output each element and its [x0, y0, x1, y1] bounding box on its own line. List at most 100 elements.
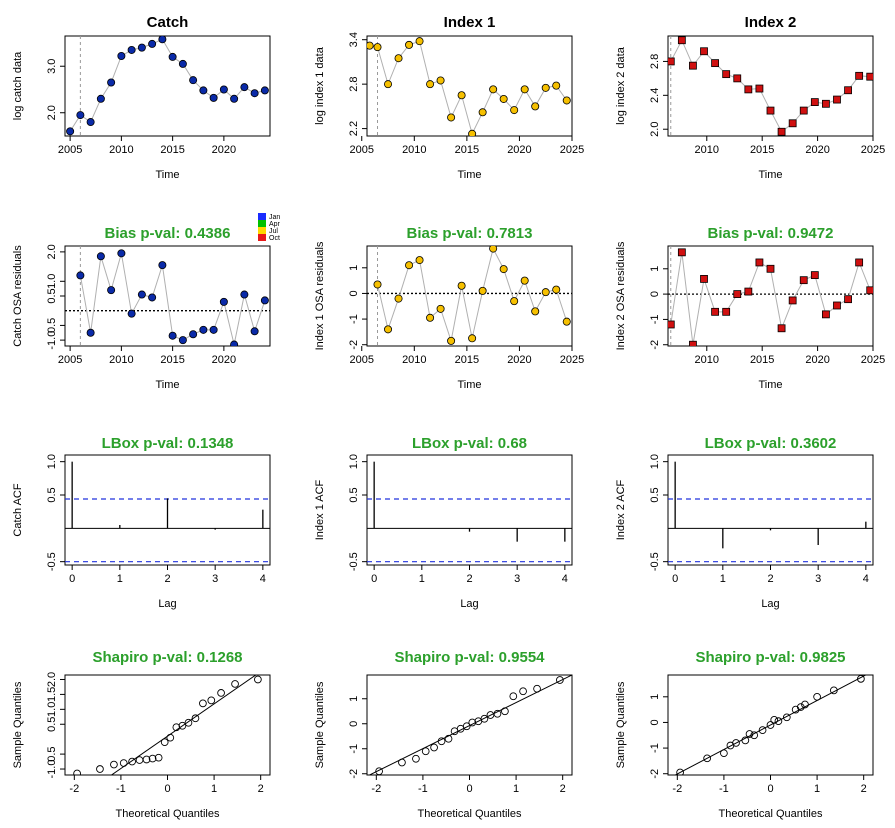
index1-log-point — [468, 129, 477, 136]
index1-log-point — [394, 54, 403, 63]
index1-log-point — [531, 102, 540, 111]
catch-osa-point — [127, 309, 136, 318]
index1-acf-title: LBox p-val: 0.68 — [412, 435, 527, 452]
catch-osa-xlabel: Time — [155, 379, 179, 391]
index2-qq-qq-point — [830, 686, 838, 695]
index1-osa-point — [510, 297, 519, 306]
index1-osa-point — [468, 334, 477, 343]
index1-osa-point — [447, 336, 456, 345]
catch-osa-point — [107, 286, 116, 295]
index2-log-point — [822, 99, 830, 108]
index2-osa-point — [689, 340, 697, 346]
catch-qq-qq-point — [254, 675, 262, 684]
index2-log-ytick-label: 2.0 — [649, 122, 661, 137]
index1-osa-point — [478, 286, 487, 295]
index1-osa-point — [520, 276, 529, 285]
index1-osa-xtick-label: 2020 — [507, 354, 531, 366]
index1-log-ylabel: log index 1 data — [314, 46, 326, 125]
index2-qq-xtick-label: 1 — [814, 783, 820, 795]
catch-log-xtick-label: 2010 — [109, 144, 133, 156]
index1-qq-xtick-label: 2 — [560, 783, 566, 795]
catch-log-point — [250, 89, 259, 98]
catch-osa-point — [219, 297, 228, 306]
index2-qq-qq-point — [801, 700, 809, 709]
catch-log-series-line — [69, 38, 266, 132]
catch-log-xtick-label: 2005 — [58, 144, 82, 156]
catch-log-point — [76, 111, 85, 120]
catch-qq-qq-point — [73, 769, 81, 775]
index1-qq-qq-point — [421, 747, 430, 756]
index2-osa-point — [866, 286, 873, 295]
index1-osa-xtick-label: 2015 — [455, 354, 479, 366]
index2-acf-title: LBox p-val: 0.3602 — [705, 435, 837, 452]
catch-osa-point — [96, 252, 105, 261]
index2-osa-ylabel: Index 2 OSA residuals — [615, 241, 627, 350]
catch-log-point — [240, 83, 249, 92]
index2-log-xtick-label: 2025 — [861, 144, 885, 156]
index1-osa-point — [541, 288, 550, 297]
index2-qq-qq-point — [758, 726, 767, 734]
catch-osa-point — [250, 327, 259, 336]
catch-log-point — [168, 52, 177, 61]
index1-qq-xtick-label: -1 — [418, 783, 428, 795]
index2-log-xtick-label: 2015 — [750, 144, 774, 156]
catch-osa-ytick-label: 0.5 — [46, 288, 58, 303]
index1-acf-ylabel: Index 1 ACF — [314, 479, 326, 540]
catch-osa-plot-area — [65, 246, 270, 346]
catch-acf-ylabel: Catch ACF — [12, 483, 24, 536]
index2-osa-point — [733, 290, 742, 299]
index2-osa-plot-area — [668, 246, 873, 346]
index1-qq-plot-area — [368, 675, 572, 775]
index2-osa-point — [844, 295, 852, 304]
index1-osa-ytick-label: -1 — [348, 314, 360, 324]
index2-acf-plot-area — [668, 461, 873, 563]
index2-log-point — [677, 36, 686, 45]
index1-osa-point — [489, 246, 498, 253]
index2-qq-xtick-label: 2 — [861, 783, 867, 795]
index2-qq-qq-point — [796, 703, 805, 711]
catch-log-frame — [64, 35, 271, 137]
index1-qq-ytick-label: -1 — [348, 744, 360, 754]
index2-acf-xtick-label: 4 — [863, 573, 869, 585]
catch-acf-ytick-label: -0.5 — [46, 552, 58, 571]
catch-qq-qq-point — [199, 699, 207, 708]
index2-qq-qq-point — [857, 675, 865, 683]
catch-qq-qq-point — [135, 756, 144, 764]
index2-qq-ytick-label: 1 — [649, 694, 661, 700]
index1-acf-plot-area — [367, 461, 572, 563]
index2-osa-xtick-label: 2025 — [861, 354, 885, 366]
index1-osa-point — [426, 313, 435, 322]
index1-log-point — [426, 80, 435, 89]
catch-osa-ytick-label: 2.0 — [46, 244, 58, 259]
catch-qq-frame — [64, 674, 271, 776]
index2-osa-point — [788, 296, 797, 305]
month-legend-label: Jul — [269, 228, 278, 235]
index2-log-point — [788, 119, 797, 128]
index2-qq-ylabel: Sample Quantiles — [615, 681, 627, 768]
catch-osa-point — [199, 325, 208, 334]
index2-qq-ytick-label: 0 — [649, 719, 661, 725]
index2-qq-qq-point — [791, 705, 800, 714]
catch-log-ytick-label: 3.0 — [46, 59, 58, 74]
index1-osa-xtick-label: 2005 — [350, 354, 374, 366]
index2-qq-ytick-label: -1 — [649, 743, 661, 753]
index2-log-xtick-label: 2010 — [695, 144, 719, 156]
index1-log-point — [499, 94, 508, 103]
catch-osa-point — [168, 331, 177, 340]
index2-osa-point — [833, 301, 841, 310]
index2-qq-qq-line — [674, 675, 867, 775]
catch-qq-qq-point — [96, 765, 104, 773]
index1-qq-xtick-label: 0 — [466, 783, 472, 795]
index1-log-frame — [366, 35, 573, 137]
catch-acf-xtick-label: 4 — [260, 573, 266, 585]
catch-log-point — [189, 76, 198, 85]
index2-log-point — [744, 85, 753, 94]
index2-qq-qq-point — [782, 713, 791, 722]
index1-qq-ylabel: Sample Quantiles — [314, 681, 326, 768]
catch-log-point — [117, 52, 126, 61]
index2-qq-qq-point — [813, 692, 821, 701]
index2-acf-xtick-label: 0 — [672, 573, 678, 585]
index2-log-title: Index 2 — [745, 14, 797, 31]
catch-osa-ytick-label: 1.0 — [46, 274, 58, 289]
catch-log-title: Catch — [147, 14, 189, 31]
